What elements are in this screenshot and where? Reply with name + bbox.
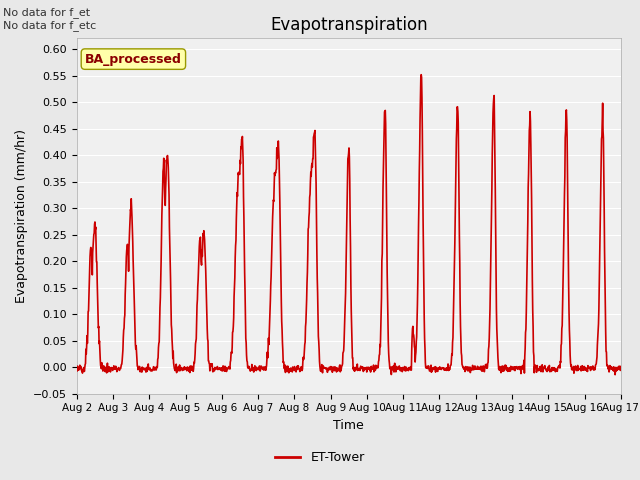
Legend: ET-Tower: ET-Tower (270, 446, 370, 469)
Text: BA_processed: BA_processed (85, 53, 182, 66)
X-axis label: Time: Time (333, 419, 364, 432)
Text: No data for f_et
No data for f_etc: No data for f_et No data for f_etc (3, 7, 97, 31)
Title: Evapotranspiration: Evapotranspiration (270, 16, 428, 34)
Y-axis label: Evapotranspiration (mm/hr): Evapotranspiration (mm/hr) (15, 129, 28, 303)
